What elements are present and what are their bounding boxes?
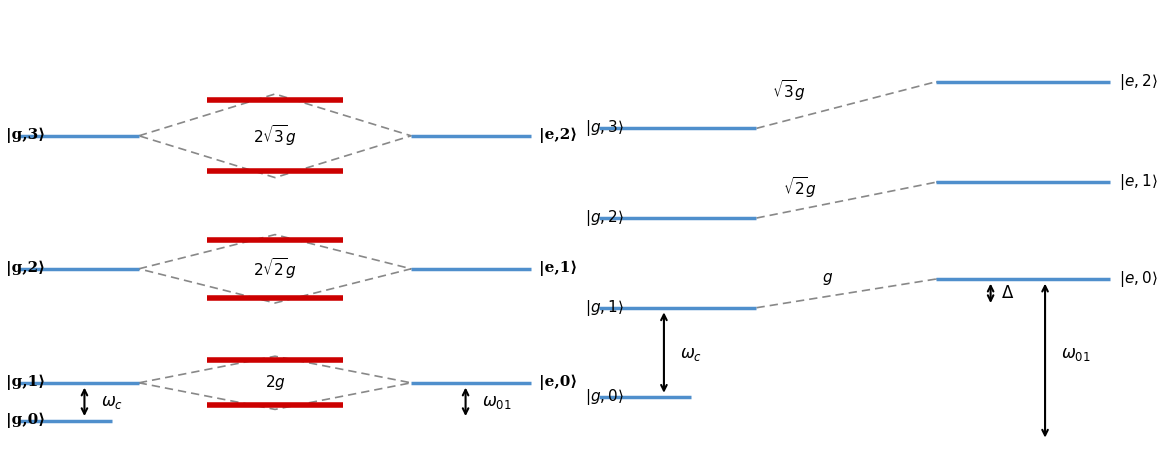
Text: $\sqrt{3}g$: $\sqrt{3}g$	[773, 78, 806, 103]
Text: |g,2⟩: |g,2⟩	[6, 261, 44, 276]
Text: |g,1⟩: |g,1⟩	[6, 375, 45, 390]
Text: $\Delta$: $\Delta$	[1002, 284, 1014, 302]
Text: $2g$: $2g$	[265, 373, 286, 392]
Text: $|e,0\rangle$: $|e,0\rangle$	[1119, 269, 1157, 289]
Text: $\omega_c$: $\omega_c$	[680, 345, 702, 363]
Text: $|e,1\rangle$: $|e,1\rangle$	[1119, 172, 1157, 192]
Text: |e,1⟩: |e,1⟩	[539, 261, 578, 276]
Text: $2\sqrt{2}g$: $2\sqrt{2}g$	[253, 257, 296, 281]
Text: $|g,3\rangle$: $|g,3\rangle$	[584, 118, 624, 138]
Text: $2\sqrt{3}g$: $2\sqrt{3}g$	[253, 123, 296, 148]
Text: |e,2⟩: |e,2⟩	[539, 128, 578, 143]
Text: $g$: $g$	[822, 271, 833, 287]
Text: $\sqrt{2}g$: $\sqrt{2}g$	[783, 175, 817, 200]
Text: $\omega_{01}$: $\omega_{01}$	[1061, 345, 1091, 363]
Text: |g,3⟩: |g,3⟩	[6, 128, 45, 143]
Text: $\omega_c$: $\omega_c$	[101, 393, 123, 411]
Text: $\omega_{01}$: $\omega_{01}$	[482, 393, 511, 411]
Text: $|g,1\rangle$: $|g,1\rangle$	[584, 298, 624, 318]
Text: $|g,2\rangle$: $|g,2\rangle$	[584, 208, 624, 228]
Text: $|g,0\rangle$: $|g,0\rangle$	[584, 387, 624, 407]
Text: |g,0⟩: |g,0⟩	[6, 413, 45, 429]
Text: |e,0⟩: |e,0⟩	[539, 375, 578, 390]
Text: $|e,2\rangle$: $|e,2\rangle$	[1119, 72, 1157, 92]
